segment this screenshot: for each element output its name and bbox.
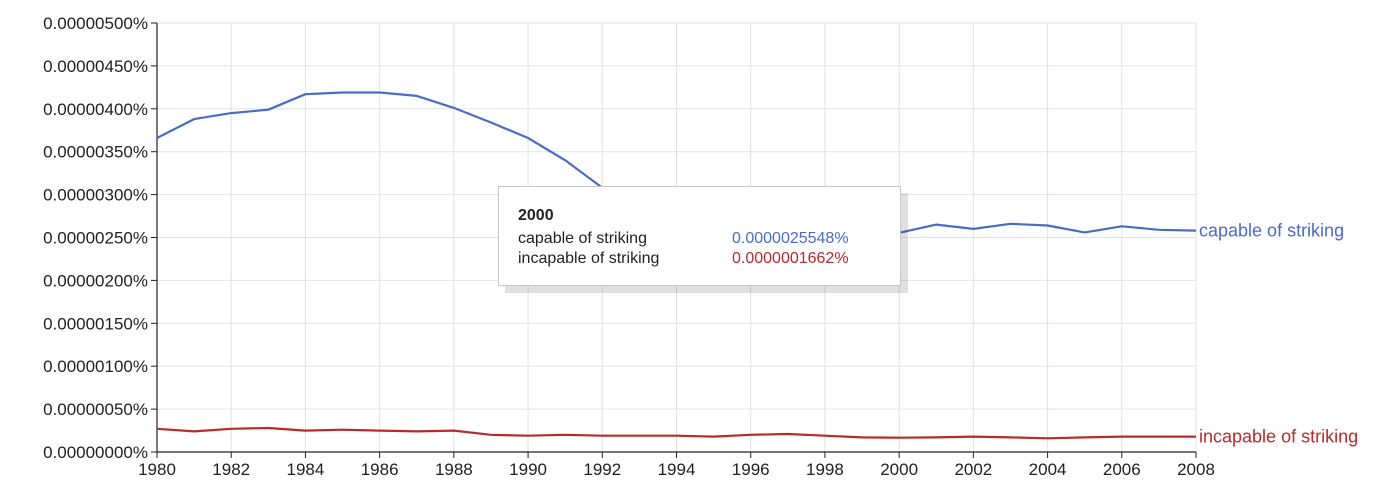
x-tick-label: 1980 bbox=[138, 460, 176, 479]
x-axis-tick-labels: 1980 1982 1984 1986 1988 1990 1992 1994 1996 1998… bbox=[138, 460, 1215, 479]
tooltip-series-name: capable of striking bbox=[518, 230, 647, 247]
y-tick-label: 0.00000350% bbox=[43, 143, 148, 162]
y-tick-label: 0.00000000% bbox=[43, 443, 148, 462]
x-tick-label: 1996 bbox=[732, 460, 770, 479]
tooltip-series-name: incapable of striking bbox=[518, 250, 660, 267]
x-tick-label: 2004 bbox=[1029, 460, 1067, 479]
series-label-capable: capable of striking bbox=[1199, 221, 1344, 241]
tooltip-series-value: 0.0000001662% bbox=[732, 250, 849, 267]
series-label-incapable: incapable of striking bbox=[1199, 427, 1358, 447]
axes bbox=[151, 22, 1197, 458]
series-line-incapable[interactable] bbox=[156, 426, 1196, 440]
x-tick-label: 1992 bbox=[583, 460, 621, 479]
x-tick-label: 1998 bbox=[806, 460, 844, 479]
y-axis-tick-labels: 0.00000000% 0.00000050% 0.00000100% 0.00000… bbox=[43, 14, 148, 462]
y-tick-label: 0.00000200% bbox=[43, 271, 148, 290]
x-tick-label: 2002 bbox=[954, 460, 992, 479]
tooltip-series-value: 0.0000025548% bbox=[732, 230, 849, 247]
x-tick-label: 1986 bbox=[361, 460, 399, 479]
x-tick-label: 1994 bbox=[658, 460, 696, 479]
tooltip-year: 2000 bbox=[518, 207, 554, 224]
y-tick-label: 0.00000050% bbox=[43, 400, 148, 419]
x-tick-label: 1990 bbox=[509, 460, 547, 479]
y-tick-label: 0.00000150% bbox=[43, 314, 148, 333]
y-tick-label: 0.00000300% bbox=[43, 186, 148, 205]
y-tick-label: 0.00000450% bbox=[43, 57, 148, 76]
x-tick-label: 1982 bbox=[212, 460, 250, 479]
x-tick-label: 1984 bbox=[287, 460, 325, 479]
x-tick-label: 2000 bbox=[880, 460, 918, 479]
hover-tooltip: 2000 capable of striking 0.0000025548% i… bbox=[498, 186, 901, 286]
y-tick-label: 0.00000400% bbox=[43, 100, 148, 119]
x-tick-label: 1988 bbox=[435, 460, 473, 479]
series-end-labels: capable of striking incapable of striking bbox=[1199, 221, 1358, 447]
x-tick-label: 2006 bbox=[1103, 460, 1141, 479]
y-tick-label: 0.00000250% bbox=[43, 229, 148, 248]
x-tick-label: 2008 bbox=[1177, 460, 1215, 479]
y-tick-label: 0.00000500% bbox=[43, 14, 148, 33]
y-tick-label: 0.00000100% bbox=[43, 357, 148, 376]
